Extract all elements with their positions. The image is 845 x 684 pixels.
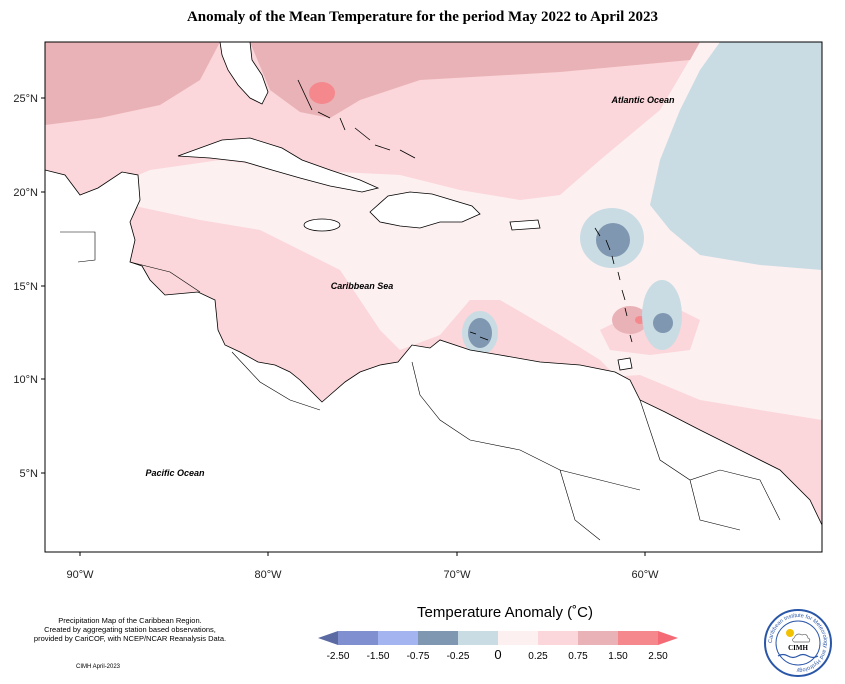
- legend-swatch-9: [658, 631, 678, 645]
- lon-label-60w: 60°W: [631, 569, 659, 581]
- anomaly-region-darkpink: [612, 306, 648, 334]
- credits-line-1: Precipitation Map of the Caribbean Regio…: [58, 616, 202, 625]
- legend-swatch-2: [378, 631, 419, 645]
- label-pacific-ocean: Pacific Ocean: [145, 468, 205, 478]
- lat-label-25n: 25°N: [13, 93, 38, 105]
- land-cuba: [177, 137, 380, 193]
- anomaly-region-pink: [45, 205, 620, 420]
- logo-label: CIMH: [788, 644, 808, 652]
- anomaly-region-darkpink: [250, 42, 700, 118]
- legend-swatch-5: [498, 631, 539, 645]
- legend-swatch-3: [418, 631, 459, 645]
- legend-tick-label: 2.50: [648, 651, 668, 662]
- lon-ticks: [79, 552, 646, 556]
- legend-swatch-0: [318, 631, 338, 645]
- legend-tick-label: 1.50: [608, 651, 628, 662]
- anomaly-hotspot-red: [309, 82, 335, 104]
- legend-title: Temperature Anomaly (˚C): [417, 604, 593, 621]
- lon-label-90w: 90°W: [66, 569, 94, 581]
- legend-tick-label: -2.50: [327, 651, 350, 662]
- legend-tick-label: -0.25: [447, 651, 470, 662]
- legend-swatch-6: [538, 631, 579, 645]
- anomaly-region-lightblue: [650, 42, 822, 270]
- lon-label-70w: 70°W: [443, 569, 471, 581]
- lat-label-20n: 20°N: [13, 187, 38, 199]
- legend-swatch-1: [338, 631, 379, 645]
- anomaly-coldspot-blue: [653, 313, 673, 333]
- credits-line-2: Created by aggregating station based obs…: [44, 625, 216, 634]
- map-area: [45, 42, 822, 552]
- legend-tick-label: -1.50: [367, 651, 390, 662]
- credits-line-3: provided by CariCOF, with NCEP/NCAR Rean…: [33, 634, 227, 643]
- legend-tick-labels: -2.50 -1.50 -0.75 -0.25 0 0.25 0.75 1.50 2.50: [327, 647, 669, 662]
- legend-colorbar: [318, 631, 678, 645]
- land-abc-islands: [469, 331, 489, 341]
- land-lesser-antilles: [594, 227, 633, 343]
- land-hispaniola: [369, 191, 481, 229]
- anomaly-region-darkpink: [45, 42, 220, 125]
- legend-swatch-8: [618, 631, 659, 645]
- land-central-america: [45, 169, 822, 552]
- lat-label-5n: 5°N: [20, 468, 39, 480]
- wave-icon: [777, 653, 819, 659]
- map-frame: [44, 41, 823, 553]
- legend-tick-label: 0: [494, 647, 501, 662]
- land-puerto-rico: [509, 219, 541, 231]
- sun-icon: [786, 629, 794, 637]
- label-caribbean-sea: Caribbean Sea: [331, 281, 394, 291]
- anomaly-coldspot-blue: [468, 318, 492, 348]
- lat-ticks: [41, 97, 45, 474]
- legend-swatch-4: [458, 631, 499, 645]
- land-florida: [219, 42, 269, 105]
- map-title: Anomaly of the Mean Temperature for the …: [186, 9, 659, 25]
- lon-label-80w: 80°W: [254, 569, 282, 581]
- credits-block: Precipitation Map of the Caribbean Regio…: [10, 616, 250, 643]
- legend-tick-label: -0.75: [407, 651, 430, 662]
- label-atlantic-ocean: Atlantic Ocean: [610, 95, 675, 105]
- cimh-logo: Caribbean Institute for Meteorology and …: [764, 609, 832, 677]
- credits-date: CIMH April-2023: [76, 664, 121, 670]
- anomaly-region-pink: [45, 42, 700, 210]
- legend-tick-label: 0.25: [528, 651, 548, 662]
- land-jamaica: [303, 218, 341, 232]
- country-borders: [60, 231, 781, 541]
- lat-label-15n: 15°N: [13, 281, 38, 293]
- legend-swatch-7: [578, 631, 619, 645]
- land-trinidad: [617, 357, 633, 371]
- anomaly-coldspot-blue: [596, 223, 630, 257]
- lat-label-10n: 10°N: [13, 374, 38, 386]
- legend-tick-label: 0.75: [568, 651, 588, 662]
- cloud-icon: [792, 633, 811, 643]
- land-bahamas: [297, 79, 416, 159]
